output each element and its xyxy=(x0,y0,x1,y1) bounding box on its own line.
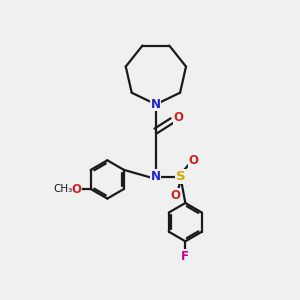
Text: O: O xyxy=(189,154,199,167)
Text: S: S xyxy=(176,170,186,183)
Text: O: O xyxy=(71,182,81,196)
Text: N: N xyxy=(151,98,161,111)
Text: O: O xyxy=(174,111,184,124)
Text: O: O xyxy=(170,189,180,202)
Text: F: F xyxy=(181,250,189,262)
Text: N: N xyxy=(151,170,161,183)
Text: CH₃: CH₃ xyxy=(53,184,72,194)
